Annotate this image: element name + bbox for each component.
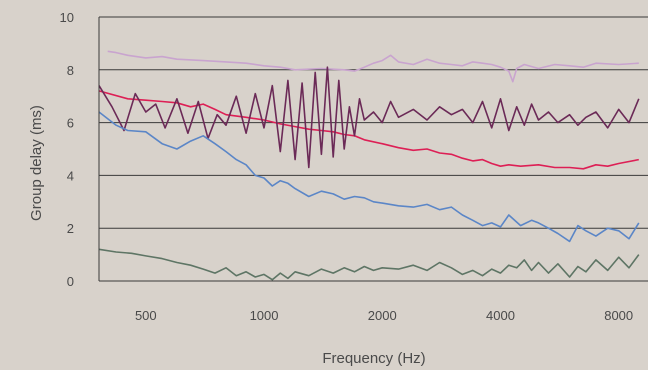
gridlines [99,16,648,282]
y-tick-labels: 0 2 4 6 8 10 [60,10,74,289]
series-line-5 [98,248,640,281]
series-lines [98,50,640,281]
series-line-1 [107,50,639,83]
y-tick-label: 2 [67,221,74,236]
x-tick-label: 8000 [604,308,633,323]
x-tick-label: 4000 [486,308,515,323]
y-axis-label: Group delay (ms) [28,105,45,221]
x-tick-labels: 500 1000 2000 4000 8000 [135,308,633,323]
series-line-4 [98,111,640,243]
x-tick-label: 2000 [368,308,397,323]
x-axis-label: Frequency (Hz) [322,350,425,367]
y-tick-label: 0 [67,274,74,289]
y-tick-label: 8 [67,63,74,78]
series-line-2 [98,90,639,170]
series-line-3 [98,66,640,169]
y-tick-label: 6 [67,116,74,131]
x-tick-label: 1000 [250,308,279,323]
y-tick-label: 4 [67,168,74,183]
x-tick-label: 500 [135,308,157,323]
y-tick-label: 10 [60,10,74,25]
